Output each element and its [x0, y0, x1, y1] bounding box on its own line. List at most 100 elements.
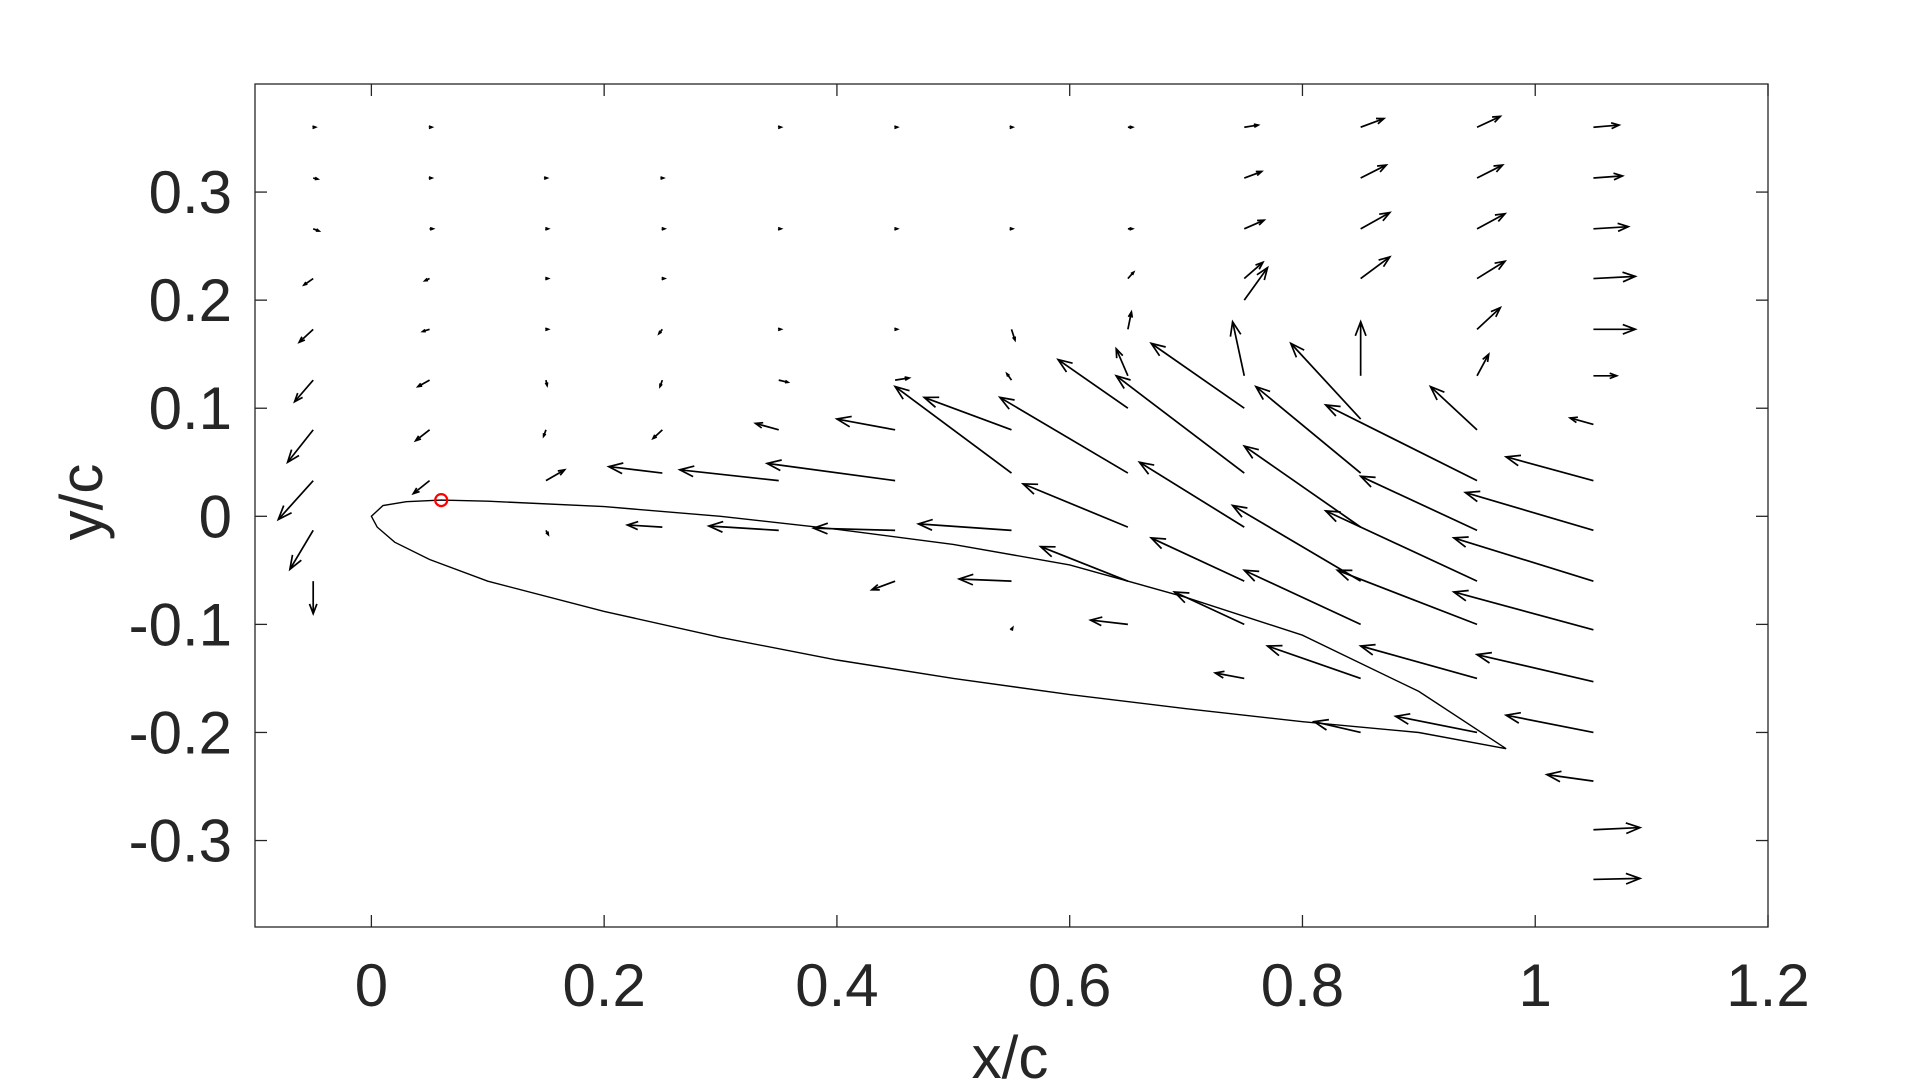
vector-arrow	[1088, 616, 1128, 627]
vector-arrow	[1242, 569, 1362, 626]
vector-arrow	[428, 176, 435, 180]
vector-arrow	[677, 465, 779, 482]
vector-arrow	[1593, 372, 1620, 380]
vector-arrow	[1243, 170, 1264, 179]
vector-arrow	[1567, 416, 1594, 426]
vector-arrow	[308, 581, 318, 616]
vector-arrow	[1137, 461, 1245, 528]
vector-arrow	[1593, 172, 1625, 181]
vector-arrow	[1127, 226, 1135, 231]
vector-arrow	[276, 480, 314, 522]
vector-arrow	[651, 429, 663, 441]
vector-arrow	[811, 522, 896, 535]
vector-arrow	[1115, 346, 1129, 377]
vector-arrow	[1243, 265, 1269, 301]
vector-arrow	[1476, 306, 1503, 330]
vector-arrow	[778, 379, 791, 384]
vector-arrow	[420, 328, 430, 333]
x-tick-label: 1	[1519, 952, 1552, 1019]
x-tick-label: 0.4	[795, 952, 878, 1019]
x-tick-label: 0.8	[1261, 952, 1344, 1019]
vector-arrow	[1593, 121, 1622, 130]
y-tick-label: -0.2	[129, 699, 232, 766]
vector-arrow	[1358, 643, 1478, 680]
vector-arrow	[1229, 319, 1246, 376]
vector-arrow	[313, 176, 321, 181]
vector-arrow	[411, 479, 431, 496]
vector-arrow	[921, 396, 1012, 431]
vector-arrow	[1360, 255, 1392, 280]
vector-arrow	[544, 226, 551, 231]
vector-arrow	[1360, 164, 1389, 179]
vector-arrow	[1127, 309, 1134, 330]
vector-arrow	[916, 518, 1012, 532]
vector-arrow	[956, 573, 1012, 586]
y-tick-label: 0.1	[149, 375, 232, 442]
x-axis-ticks: 0 0.2 0.4 0.6 0.8 1 1.2	[355, 84, 1810, 1019]
vector-arrow	[1593, 222, 1631, 233]
vector-arrow	[764, 459, 896, 482]
vector-arrow	[777, 125, 784, 130]
plot-area	[276, 115, 1643, 885]
vector-arrow	[893, 385, 1013, 474]
vector-arrow	[834, 415, 896, 431]
vector-arrow	[657, 328, 664, 336]
y-tick-label: -0.1	[129, 591, 232, 658]
vector-arrow	[1503, 711, 1594, 734]
vector-arrow	[288, 529, 314, 572]
vector-arrow	[706, 520, 779, 533]
vector-arrow	[545, 529, 550, 537]
vector-arrow	[1212, 670, 1245, 680]
x-tick-label: 0.6	[1028, 952, 1111, 1019]
vector-arrow	[1474, 651, 1594, 683]
vector-arrow	[1265, 644, 1361, 680]
vector-arrow	[1127, 270, 1136, 280]
vector-arrow	[894, 125, 900, 130]
vector-arrow	[1172, 591, 1245, 626]
vector-arrow	[429, 226, 436, 231]
axes: 0 0.2 0.4 0.6 0.8 1 1.2 0.3 0.2 0.1 0 -0.1 -0.2 -0.3	[129, 83, 1810, 1019]
vector-arrow	[1254, 385, 1362, 474]
vector-arrow	[1354, 319, 1367, 376]
vector-arrow	[606, 462, 663, 475]
axes-box	[254, 83, 1769, 928]
y-axis-label: y/c	[48, 464, 115, 541]
vector-arrow	[1476, 115, 1503, 129]
vector-arrow	[777, 226, 784, 231]
vector-arrow	[1289, 341, 1362, 420]
vector-arrow	[1020, 482, 1129, 528]
vector-arrow	[1476, 259, 1508, 280]
vector-arrow	[625, 520, 663, 531]
vector-arrow	[1428, 384, 1478, 431]
y-tick-label: -0.3	[129, 808, 232, 875]
vector-arrow	[297, 328, 314, 344]
vector-arrow	[1476, 164, 1505, 179]
vector-arrow	[1149, 536, 1245, 582]
vector-arrow	[1393, 712, 1478, 734]
vector-arrow	[543, 176, 550, 180]
vector-arrow	[545, 468, 567, 482]
vector-arrow	[1360, 211, 1392, 230]
vector-arrow	[1451, 589, 1594, 631]
vector-arrow	[659, 379, 664, 389]
vector-arrow	[1593, 822, 1643, 835]
y-axis-ticks: 0.3 0.2 0.1 0 -0.1 -0.2 -0.3	[129, 159, 1768, 875]
vector-arrow	[1451, 536, 1594, 582]
vector-arrow	[1242, 444, 1362, 528]
vector-arrow	[1244, 123, 1261, 129]
vector-arrow	[1323, 403, 1478, 482]
y-tick-label: 0.2	[149, 267, 232, 334]
x-tick-label: 0	[355, 952, 388, 1019]
vector-arrow	[544, 379, 549, 388]
vector-arrow	[1476, 352, 1490, 377]
vector-arrow	[1311, 718, 1361, 734]
vector-arrow	[753, 421, 779, 431]
vector-arrow	[1127, 125, 1135, 130]
vector-arrow	[1005, 371, 1013, 381]
vector-arrow	[894, 226, 900, 231]
vector-arrow	[777, 327, 784, 332]
vector-arrow	[542, 429, 547, 439]
vector-arrow	[1243, 260, 1265, 280]
